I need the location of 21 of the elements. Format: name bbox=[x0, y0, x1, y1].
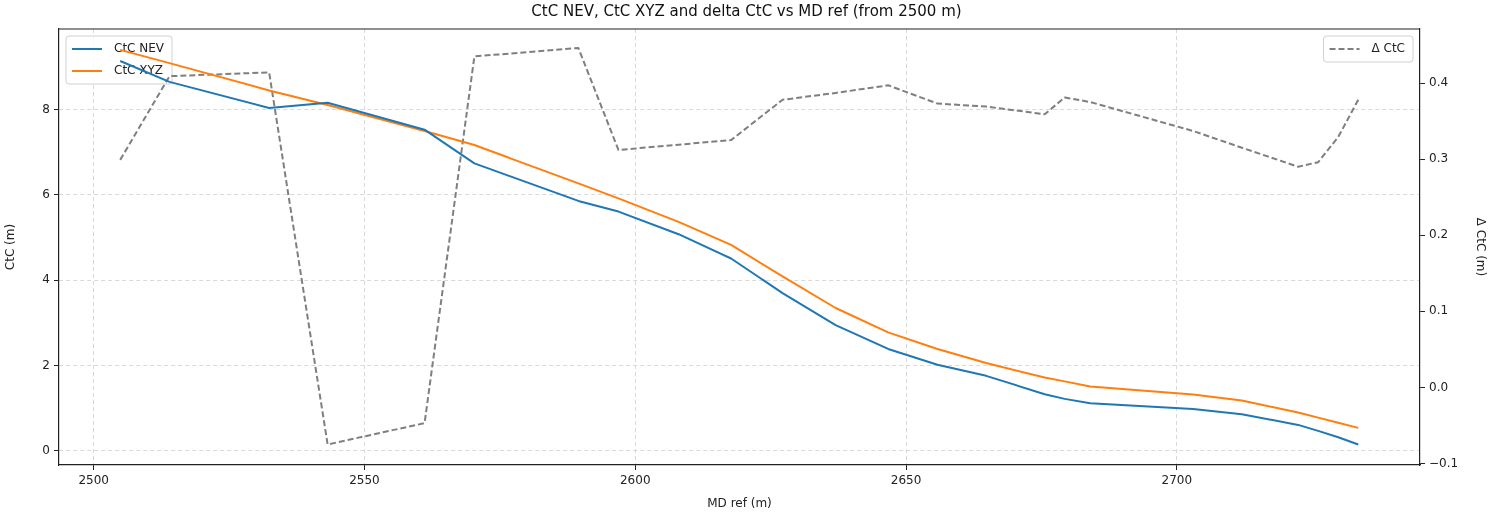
x-axis-title: MD ref (m) bbox=[707, 495, 772, 510]
chart-title: CtC NEV, CtC XYZ and delta CtC vs MD ref (from 2500 m) bbox=[531, 1, 962, 20]
y-axis-title: CtC (m) bbox=[3, 223, 18, 271]
x-tick-label: 2500 bbox=[78, 473, 109, 488]
x-tick-label: 2550 bbox=[349, 473, 380, 488]
y-tick-label: 2 bbox=[42, 357, 50, 372]
x-tick-label: 2600 bbox=[619, 473, 651, 488]
y2-tick-label: 0.1 bbox=[1429, 303, 1449, 318]
y-tick-label: 8 bbox=[42, 101, 50, 116]
y2-tick-label: −0.1 bbox=[1429, 455, 1459, 470]
legend-label: Δ CtC bbox=[1371, 41, 1406, 56]
x-tick-label: 2650 bbox=[890, 473, 922, 488]
y2-tick-label: 0.3 bbox=[1429, 151, 1449, 166]
y-tick-label: 4 bbox=[42, 272, 50, 287]
y2-tick-label: 0.4 bbox=[1429, 75, 1449, 90]
x-tick-label: 2700 bbox=[1161, 473, 1193, 488]
y2-tick-label: 0.0 bbox=[1429, 379, 1449, 394]
y2-axis-title: Δ CtC (m) bbox=[1473, 217, 1488, 277]
y-tick-label: 6 bbox=[42, 187, 50, 202]
y2-tick-label: 0.2 bbox=[1429, 227, 1449, 242]
y-tick-label: 0 bbox=[42, 443, 50, 458]
